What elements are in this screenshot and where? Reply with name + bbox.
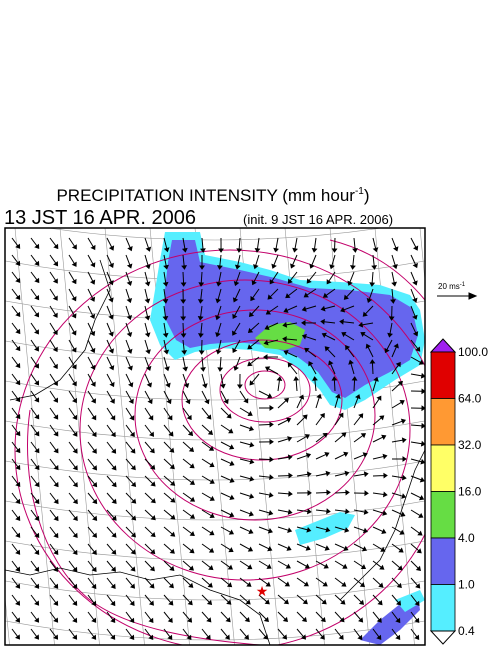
wind-legend: 20 ms-1 [438,282,466,291]
title-text: PRECIPITATION INTENSITY (mm hour [56,186,355,205]
colorbar-label: 16.0 [458,485,482,499]
wind-legend-superscript: -1 [460,282,466,288]
wind-legend-arrow [437,293,476,299]
wind-arrow-shaft [334,380,335,391]
wind-arrow-shaft [354,380,355,391]
colorbar-segment [431,399,455,446]
colorbar-label: 4.0 [458,531,475,545]
title-close: ) [364,186,370,205]
colorbar-label: 1.0 [458,578,475,592]
init-time: (init. 9 JST 16 APR. 2006) [243,212,393,227]
station-star: ★ [256,583,269,599]
colorbar-segment [431,585,455,632]
colorbar-bottom-triangle [431,631,455,644]
title: PRECIPITATION INTENSITY (mm hour-1) [56,186,369,205]
wind-legend-text: 20 ms [438,282,460,291]
colorbar-label: 0.4 [458,624,475,638]
wind-arrow-shaft [316,492,327,493]
colorbar-segment [431,445,455,492]
colorbar-label: 64.0 [458,392,482,406]
colorbar: 100.0 64.0 32.0 16.0 4.0 1.0 0.4 [431,339,488,644]
wind-arrow-shaft [372,363,373,374]
colorbar-label: 100.0 [458,345,488,359]
colorbar-segment [431,538,455,585]
valid-time: 13 JST 16 APR. 2006 [4,207,196,229]
colorbar-top-triangle [431,339,455,352]
colorbar-label: 32.0 [458,438,482,452]
colorbar-segment [431,352,455,399]
colorbar-segment [431,492,455,539]
wind-arrow-shaft [183,272,184,283]
